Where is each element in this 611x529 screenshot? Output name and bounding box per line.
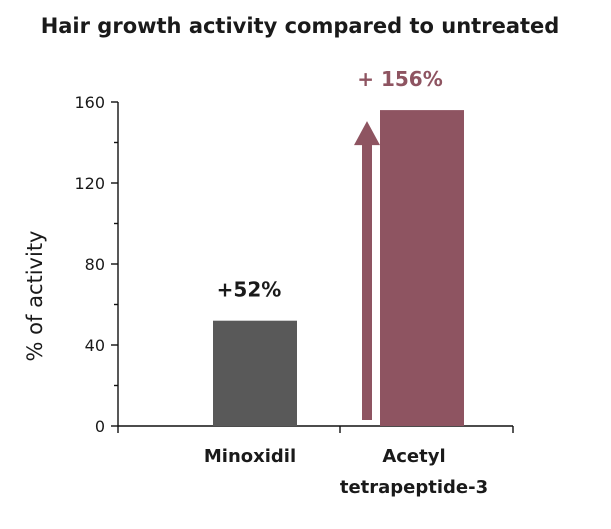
y-tick-label: 120 xyxy=(74,174,105,193)
x-axis xyxy=(117,425,514,433)
data-label: + 156% xyxy=(357,67,443,91)
y-axis-label: % of activity xyxy=(23,231,47,362)
category-labels: Minoxidil Acetyl tetrapeptide-3 xyxy=(204,446,488,498)
y-axis: 0 40 80 120 160 xyxy=(74,93,119,436)
data-labels: +52% + 156% xyxy=(217,67,443,302)
chart-title: Hair growth activity compared to untreat… xyxy=(41,14,560,38)
y-tick-label: 40 xyxy=(85,336,105,355)
growth-arrow-head xyxy=(354,121,380,146)
growth-arrow-shaft xyxy=(362,143,372,420)
data-label: +52% xyxy=(217,278,282,302)
category-label: Acetyl xyxy=(382,446,445,467)
y-tick-label: 160 xyxy=(74,93,105,112)
bar xyxy=(380,110,464,426)
category-label: tetrapeptide-3 xyxy=(340,477,488,498)
category-label: Minoxidil xyxy=(204,446,296,467)
bars xyxy=(213,110,464,426)
y-tick-label: 0 xyxy=(95,417,105,436)
annotations xyxy=(354,121,380,420)
y-tick-label: 80 xyxy=(85,255,105,274)
bar xyxy=(213,320,297,426)
